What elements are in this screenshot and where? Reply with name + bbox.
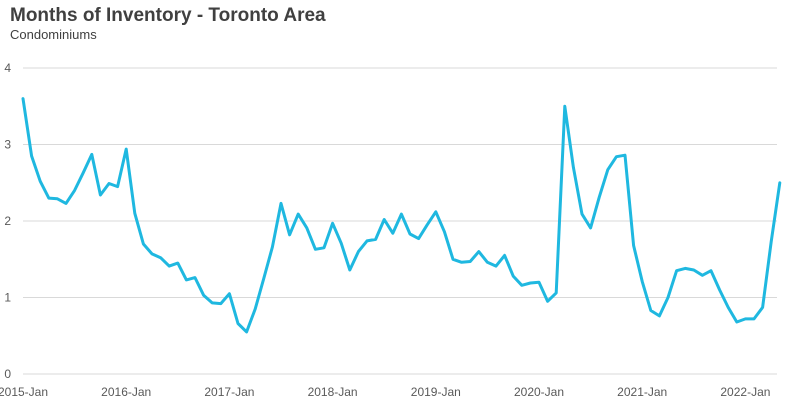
x-tick-label: 2020-Jan <box>514 385 564 399</box>
y-tick-label: 3 <box>4 138 11 152</box>
series-line <box>21 97 782 334</box>
y-tick-label: 1 <box>4 291 11 305</box>
y-tick-label: 4 <box>4 61 11 75</box>
x-tick-label: 2021-Jan <box>617 385 667 399</box>
chart-title: Months of Inventory - Toronto Area <box>10 5 326 26</box>
x-axis-ticks: 2015-Jan 2016-Jan 2017-Jan 2018-Jan 2019-Jan… <box>0 385 770 399</box>
x-tick-label: 2016-Jan <box>101 385 151 399</box>
x-tick-label: 2015-Jan <box>0 385 48 399</box>
chart-subtitle: Condominiums <box>10 27 97 42</box>
x-tick-label: 2017-Jan <box>204 385 254 399</box>
x-tick-label: 2019-Jan <box>411 385 461 399</box>
gridlines <box>23 67 777 375</box>
x-tick-label: 2018-Jan <box>308 385 358 399</box>
x-tick-label: 2022-Jan <box>720 385 770 399</box>
y-tick-label: 0 <box>4 367 11 381</box>
y-axis-ticks: 0 1 2 3 4 <box>4 61 11 381</box>
y-tick-label: 2 <box>4 214 11 228</box>
